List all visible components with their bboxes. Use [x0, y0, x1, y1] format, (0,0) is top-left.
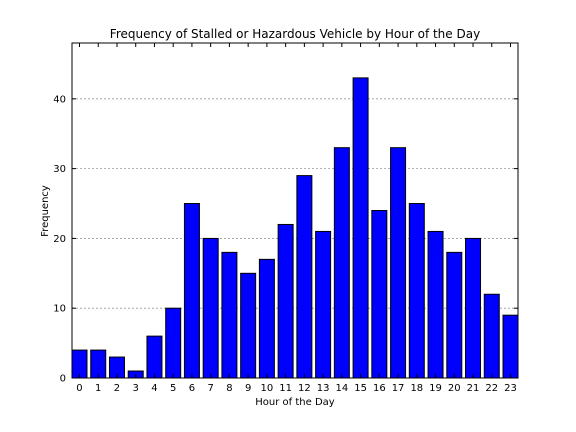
x-tick-label-3: 3	[133, 383, 139, 394]
x-tick-label-8: 8	[226, 383, 232, 394]
x-tick-label-12: 12	[298, 383, 311, 394]
x-tick-label-2: 2	[114, 383, 120, 394]
x-tick-label-13: 13	[317, 383, 330, 394]
bar-23	[502, 314, 519, 379]
bar-18	[408, 203, 425, 379]
x-tick-label-7: 7	[207, 383, 213, 394]
bar-17	[390, 147, 407, 379]
y-tick-label-40: 40	[53, 94, 66, 105]
x-axis-ticks: 0 1 2 3 4 5 6 7 8 9 10 11 12 13 14 15 16 17 18 19 20 21 22 23	[76, 43, 517, 394]
bar-6	[183, 203, 200, 379]
plot-frame	[71, 42, 519, 379]
x-tick-label-4: 4	[151, 383, 157, 394]
bar-11	[277, 223, 294, 379]
bar-16	[371, 210, 388, 379]
bar-8	[221, 251, 238, 379]
x-tick-label-17: 17	[392, 383, 405, 394]
x-tick-label-15: 15	[354, 383, 367, 394]
y-tick-label-30: 30	[53, 164, 66, 175]
x-tick-label-23: 23	[504, 383, 517, 394]
x-axis-label: Hour of the Day	[255, 397, 335, 408]
x-tick-label-5: 5	[170, 383, 176, 394]
x-tick-label-18: 18	[410, 383, 423, 394]
y-axis-ticks: 0 10 20 30 40	[53, 94, 518, 385]
bar-5	[165, 307, 182, 379]
bar-7	[202, 237, 219, 379]
x-tick-label-11: 11	[279, 383, 292, 394]
chart-title: Frequency of Stalled or Hazardous Vehicl…	[110, 27, 480, 41]
bar-21	[465, 237, 482, 379]
x-tick-label-6: 6	[189, 383, 195, 394]
bar-20	[446, 251, 463, 379]
bars	[71, 77, 519, 379]
bar-0	[71, 349, 88, 379]
x-tick-label-1: 1	[95, 383, 101, 394]
x-tick-label-14: 14	[335, 383, 348, 394]
bar-22	[483, 293, 500, 379]
bar-14	[333, 147, 350, 379]
bar-9	[240, 272, 257, 379]
x-tick-label-20: 20	[448, 383, 461, 394]
bar-13	[315, 230, 332, 379]
x-tick-label-0: 0	[76, 383, 82, 394]
x-tick-label-16: 16	[373, 383, 386, 394]
x-tick-label-19: 19	[429, 383, 442, 394]
x-tick-label-9: 9	[245, 383, 251, 394]
y-tick-label-0: 0	[60, 374, 66, 385]
y-axis-label: Frequency	[40, 185, 51, 237]
x-tick-label-10: 10	[261, 383, 274, 394]
y-tick-label-10: 10	[53, 304, 66, 315]
bar-10	[258, 258, 275, 379]
x-tick-label-22: 22	[485, 383, 498, 394]
bar-12	[296, 175, 313, 379]
bar-1	[90, 349, 107, 379]
bar-4	[146, 335, 163, 379]
x-tick-label-21: 21	[467, 383, 480, 394]
y-tick-label-20: 20	[53, 234, 66, 245]
bar-15	[352, 77, 369, 379]
bar-19	[427, 230, 444, 379]
